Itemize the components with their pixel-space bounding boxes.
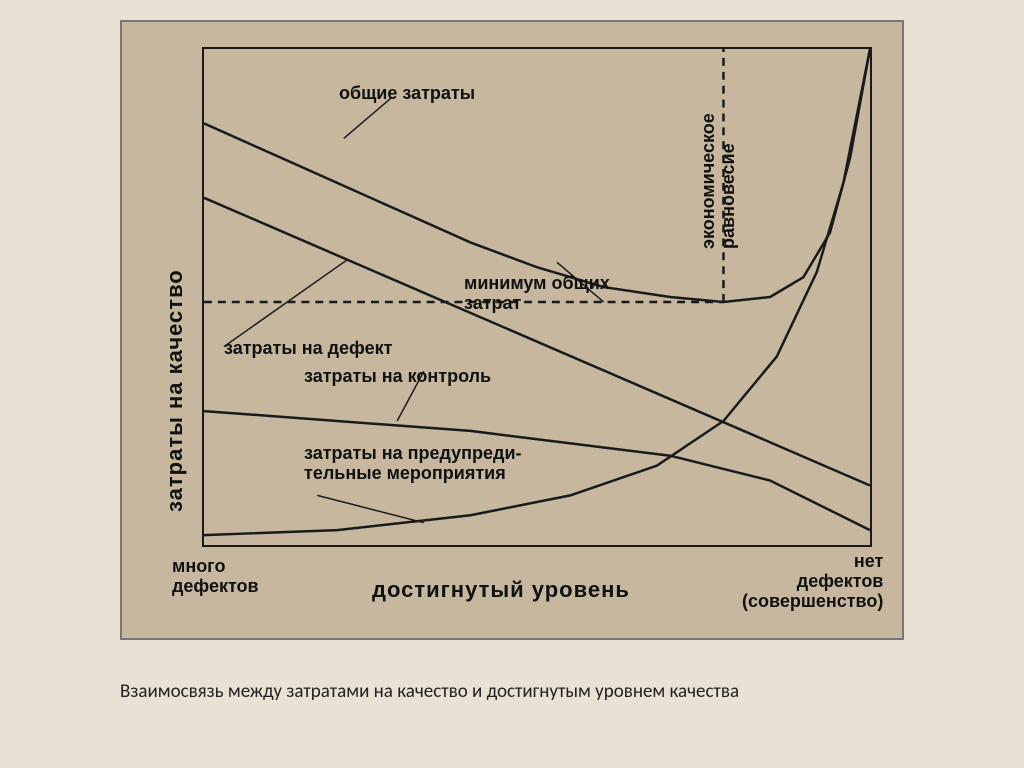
chart-frame: затраты на качество общие затраты миниму…: [120, 20, 904, 640]
label-total-cost: общие затраты: [339, 84, 475, 104]
label-equilibrium: экономическоеравновесие: [699, 49, 739, 249]
x-right-label: нетдефектов(совершенство): [742, 552, 883, 611]
label-prevention-cost: затраты на предупреди-тельные мероприяти…: [304, 444, 522, 484]
page: затраты на качество общие затраты миниму…: [0, 0, 1024, 768]
label-defect-cost: затраты на дефект: [224, 339, 392, 359]
plot-area: общие затраты минимум общихзатрат затрат…: [202, 47, 872, 547]
label-min-cost: минимум общихзатрат: [464, 274, 610, 314]
caption: Взаимосвязь между затратами на качество …: [120, 680, 904, 703]
x-left-label: многодефектов: [172, 557, 259, 597]
x-axis-title: достигнутый уровень: [372, 577, 630, 603]
y-axis-title: затраты на качество: [162, 269, 188, 512]
label-control-cost: затраты на контроль: [304, 367, 491, 387]
